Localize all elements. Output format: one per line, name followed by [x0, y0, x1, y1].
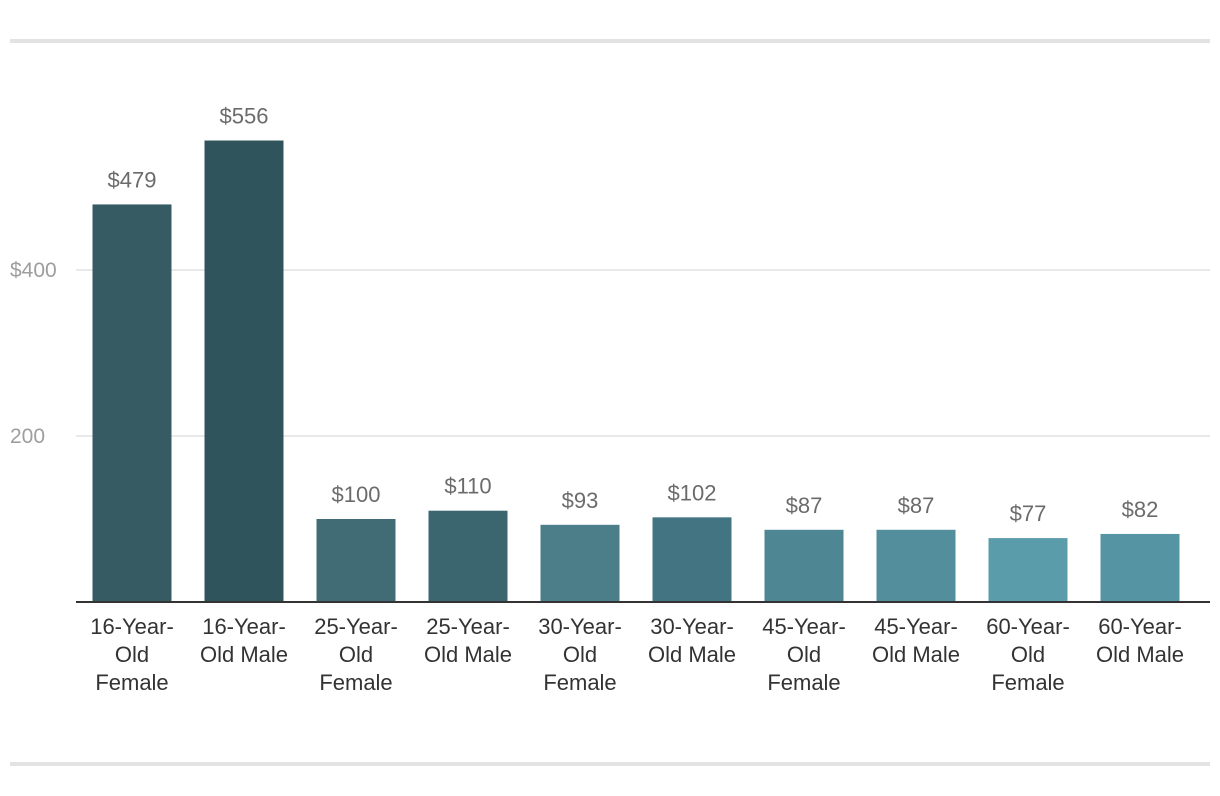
bar: [1100, 533, 1180, 602]
x-tick-label: Old: [1011, 642, 1045, 667]
data-label: $102: [668, 480, 717, 505]
bar: [92, 204, 172, 602]
data-label: $82: [1122, 497, 1159, 522]
x-tick-label: Old Male: [872, 642, 960, 667]
x-tick-label: Old Male: [200, 642, 288, 667]
x-tick-label: Old: [787, 642, 821, 667]
x-tick-label: Old: [563, 642, 597, 667]
x-tick-label: Female: [319, 670, 392, 695]
x-tick-label: 45-Year-: [762, 614, 846, 639]
x-tick-label: Female: [95, 670, 168, 695]
x-tick-label: 45-Year-: [874, 614, 958, 639]
y-tick-label: 200: [10, 425, 45, 448]
x-tick-label: 25-Year-: [314, 614, 398, 639]
x-tick-label: Old Male: [424, 642, 512, 667]
bar: [204, 140, 284, 602]
x-tick-label: Old: [339, 642, 373, 667]
x-tick-label: Female: [767, 670, 840, 695]
x-tick-label: Female: [543, 670, 616, 695]
data-label: $87: [898, 493, 935, 518]
bar: [988, 538, 1068, 602]
x-tick-label: 60-Year-: [1098, 614, 1182, 639]
x-tick-label: 60-Year-: [986, 614, 1070, 639]
bar: [316, 519, 396, 602]
data-label: $87: [786, 493, 823, 518]
bar: [876, 529, 956, 602]
x-tick-label: Female: [991, 670, 1064, 695]
bar: [540, 524, 620, 602]
x-tick-label: Old Male: [1096, 642, 1184, 667]
x-tick-label: 30-Year-: [650, 614, 734, 639]
data-label: $556: [220, 104, 269, 129]
x-tick-label: 30-Year-: [538, 614, 622, 639]
x-tick-label: 25-Year-: [426, 614, 510, 639]
x-tick-label: Old: [115, 642, 149, 667]
data-label: $93: [562, 488, 599, 513]
y-tick-label: $400: [10, 259, 57, 282]
bar: [428, 510, 508, 602]
top-divider: [10, 39, 1210, 43]
bar: [764, 529, 844, 602]
data-labels: $479 $556 $100 $110 $93 $102 $87 $87 $77 $82: [108, 104, 1159, 527]
category-labels: 16-Year- Old Female 16-Year- Old Male 25-Year…: [90, 614, 1184, 695]
bottom-divider: [10, 762, 1210, 766]
data-label: $77: [1010, 501, 1047, 526]
x-tick-label: Old Male: [648, 642, 736, 667]
data-label: $110: [444, 474, 491, 499]
bars: [92, 140, 1180, 602]
x-tick-label: 16-Year-: [202, 614, 286, 639]
data-label: $100: [332, 482, 381, 507]
bar: [652, 517, 732, 602]
y-axis-ticks: 200 $400: [10, 259, 57, 448]
x-tick-label: 16-Year-: [90, 614, 174, 639]
data-label: $479: [108, 167, 157, 192]
